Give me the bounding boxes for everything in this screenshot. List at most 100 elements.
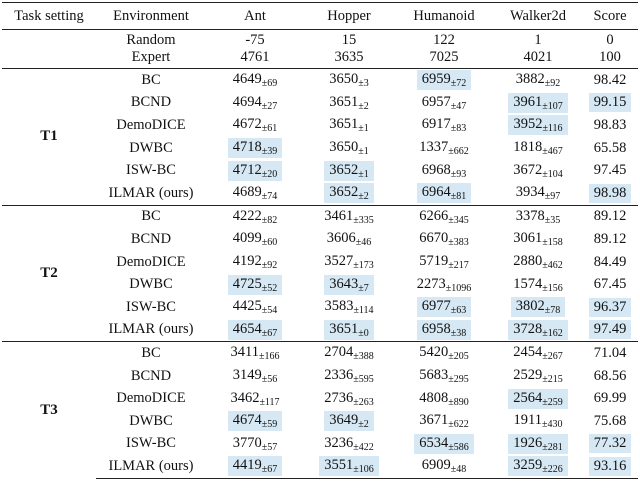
method-name: DemoDICE [116,116,186,133]
result-cell: 3672±104 [494,159,582,182]
result-cell: 3650±1 [304,137,394,160]
method-row: ISW-BC 4425±54 3583±114 6977±63 3802±78 96.37 [2,296,638,319]
mean: 3652 [329,184,359,201]
result-cell: 3378±35 [494,204,582,229]
mean: 3728 [513,320,543,337]
score: 99.15 [588,93,632,113]
std: ±422 [353,441,374,453]
result: 2529±215 [508,366,568,386]
mean: 3462 [230,389,260,406]
result: 3462±117 [225,389,284,409]
result: 6959±72 [416,70,472,91]
column-header: Environment [96,2,206,30]
result-cell: 2880±462 [494,251,582,274]
baseline-row: Random -75 15 122 1 0 [2,30,638,50]
mean: 3259 [513,457,543,474]
mean: 3606 [326,230,356,247]
method-name: BC [96,67,206,92]
std: ±2 [358,419,369,431]
mean: 2273 [416,275,446,292]
score-cell: 89.12 [582,228,638,251]
result: 3961±107 [508,92,568,113]
result-cell: 3236±422 [304,433,394,456]
result-cell: 4649±69 [206,67,304,92]
result: 3378±35 [511,207,566,227]
std: ±281 [542,441,563,453]
result: 3606±46 [322,229,377,249]
score: 71.04 [593,344,627,361]
result: 3061±158 [508,229,568,249]
result: 5420±205 [414,343,474,363]
std: ±3 [358,78,369,90]
std: ±267 [542,351,563,363]
result: 1574±156 [508,275,568,295]
score: 97.49 [588,320,632,340]
result-cell: 3149±56 [206,365,304,388]
mean: 1337 [419,139,449,156]
result: 3728±162 [508,319,568,340]
mean: 3583 [324,298,354,315]
result: 4712±20 [227,160,283,181]
score-cell: 69.99 [582,387,638,410]
mean: 4674 [232,412,262,429]
result: 3652±2 [324,183,374,204]
result: 3671±622 [414,411,474,431]
result: 4808±890 [414,389,474,409]
mean: 4718 [232,139,262,156]
std: ±54 [261,305,278,317]
method-row: T2 BC 4222±82 3461±335 6266±345 3378±35 89.12 [2,204,638,342]
result: 6266±345 [414,207,474,227]
method-row: DWBC 4718±39 3650±1 1337±662 1818±467 65.58 [2,137,638,160]
method-name: ILMAR (ours) [96,455,206,479]
method-name: DemoDICE [116,390,186,407]
method-name: DWBC [129,412,173,429]
std: ±156 [542,282,563,294]
result-cell: 3551±106 [304,455,394,479]
std: ±114 [353,305,374,317]
column-header: Humanoid [394,2,494,30]
result-cell: 4222±82 [206,204,304,229]
mean: 4192 [232,253,262,270]
std: ±0 [358,327,369,339]
result-cell: 3651±1 [304,114,394,137]
method-name: ISW-BC [126,435,176,452]
std: ±74 [261,191,278,203]
std: ±217 [448,260,469,272]
result-cell: 4808±890 [394,387,494,410]
mean: 6957 [421,93,451,110]
mean: 4672 [232,116,262,133]
mean: 3961 [513,93,543,110]
result-cell: 2736±263 [304,387,394,410]
result: 3651±2 [324,93,374,113]
mean: 2880 [513,253,543,270]
std: ±38 [450,327,467,339]
std: ±162 [542,327,563,339]
result: 2880±462 [508,252,568,272]
header-row: Task setting Environment Ant Hopper Humanoid… [2,2,638,30]
result: 4689±74 [228,183,283,203]
score-cell: 71.04 [582,341,638,365]
result: 6957±47 [417,93,472,113]
score: 84.49 [593,253,627,270]
std: ±46 [355,237,372,249]
task-label: T3 [2,341,96,479]
result: 2564±259 [508,388,568,409]
results-table: Task setting Environment Ant Hopper Humanoid… [2,2,638,479]
score-cell: 97.49 [582,319,638,342]
result-cell: 3770±57 [206,433,304,456]
std: ±1 [358,168,369,180]
std: ±1096 [445,282,472,294]
result-cell: 4694±27 [206,92,304,115]
score-cell: 96.37 [582,296,638,319]
result: 6670±383 [414,229,474,249]
std: ±595 [353,374,374,386]
result-cell: 2704±388 [304,341,394,365]
std: ±92 [544,78,561,90]
std: ±92 [261,260,278,272]
score: 98.83 [593,116,627,133]
baseline-row: Expert 4761 3635 7025 4021 100 [2,49,638,69]
score: 65.58 [593,139,627,156]
result-cell: 3671±622 [394,410,494,433]
result: 5683±295 [414,366,474,386]
